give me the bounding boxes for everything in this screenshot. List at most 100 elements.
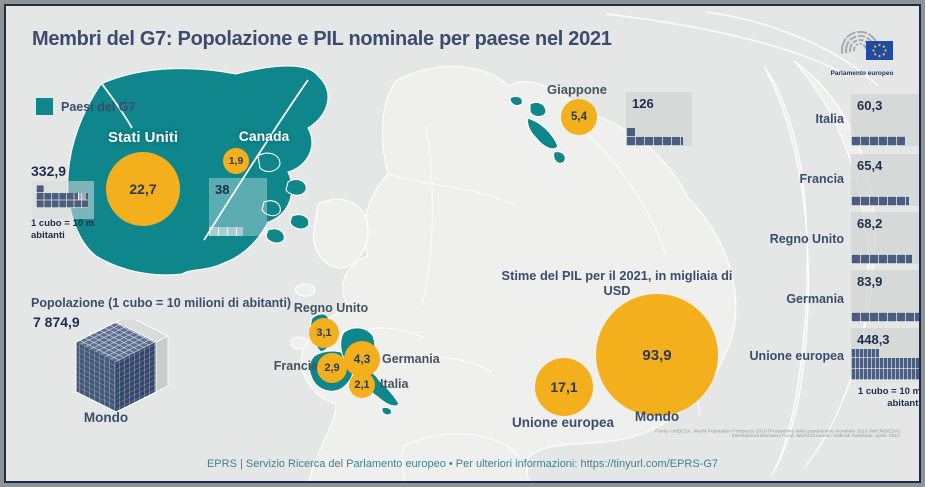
pop-panel-francia: 65,4 xyxy=(851,154,919,206)
pop-panel-regno-unito: 68,2 xyxy=(851,212,919,264)
gdp-bubble-regno-unito: 3,1 xyxy=(309,318,339,348)
pop-value-francia: 65,4 xyxy=(857,158,883,173)
japan-hokkaido xyxy=(529,101,547,118)
cube-note-line1: 1 cubo = 10 m xyxy=(31,218,95,229)
japan-kuril xyxy=(509,95,523,107)
label-francia: Francia xyxy=(273,359,319,373)
gdp-value-regno-unito: 3,1 xyxy=(316,327,332,339)
pop-value-regno-unito: 68,2 xyxy=(857,216,883,231)
population-heading: Popolazione (1 cubo = 10 milioni di abit… xyxy=(31,296,292,310)
gdp-value-stati-uniti: 22,7 xyxy=(129,181,157,197)
cube-note-line2: abitanti xyxy=(887,397,921,409)
eu-flag-stars xyxy=(872,43,887,58)
cube-row xyxy=(209,227,243,236)
world-population-cube xyxy=(75,320,169,413)
iceland xyxy=(294,283,316,297)
cube-unit xyxy=(36,185,44,193)
arctic-island-5 xyxy=(265,228,285,244)
cube-row xyxy=(851,196,909,206)
sicily xyxy=(381,406,392,416)
pop-value-germania: 83,9 xyxy=(857,274,883,289)
pop-value-giappone: 126 xyxy=(632,96,654,111)
gdp-bubble-unione-europea: 17,1 xyxy=(535,358,593,416)
gdp-value-germania: 4,3 xyxy=(353,352,371,366)
cube-note-right: 1 cubo = 10 m abitanti xyxy=(811,386,921,410)
label-canada: Canada xyxy=(238,128,290,144)
ireland xyxy=(290,336,308,350)
cube-stack xyxy=(626,128,635,146)
greenland xyxy=(313,198,369,269)
label-italia: Italia xyxy=(380,377,409,391)
gdp-value-unione-europea: 17,1 xyxy=(550,379,578,395)
cube-partial xyxy=(78,192,86,200)
side-label-italia: Italia xyxy=(815,112,845,126)
wrap-sliver xyxy=(763,65,809,477)
cube-block xyxy=(851,358,919,380)
us-canada-border xyxy=(101,79,309,241)
pop-value-unione-europea: 448,3 xyxy=(857,332,890,347)
pop-panel-giappone: 126 xyxy=(626,92,692,146)
arctic-island-2 xyxy=(285,179,307,196)
cube-note-line1: 1 cubo = 10 m xyxy=(857,386,921,397)
pop-value-italia: 60,3 xyxy=(857,98,883,113)
pop-panel-italia: 60,3 xyxy=(851,94,919,146)
gdp-value-italia: 2,1 xyxy=(354,379,370,391)
gdp-bubble-mondo: 93,9 xyxy=(596,294,718,416)
gdp-bubble-francia: 2,9 xyxy=(317,353,347,383)
cube-row xyxy=(851,312,919,322)
gdp-value-giappone: 5,4 xyxy=(571,111,587,123)
arctic-island-3 xyxy=(261,200,281,217)
cube-note-line2: abitanti xyxy=(31,229,65,241)
projection-lines xyxy=(605,11,879,87)
footer-credit: EPRS | Servizio Ricerca del Parlamento e… xyxy=(206,458,719,470)
gdp-value-francia: 2,9 xyxy=(324,362,340,374)
legend-swatch xyxy=(36,98,53,115)
cube-row xyxy=(635,137,683,146)
eu-parliament-hemicycle-icon xyxy=(840,30,893,60)
pop-cubes-stati-uniti xyxy=(32,181,94,219)
pop-panel-unione-europea: 448,3 xyxy=(851,328,919,380)
g7-legend: Paesi del G7 xyxy=(36,98,135,115)
gdp-bubble-canada: 1,9 xyxy=(223,148,249,174)
eu-flag xyxy=(866,41,893,60)
gdp-bubble-italia: 2,1 xyxy=(349,372,375,398)
logo-caption: Parlamento europeo xyxy=(830,70,894,77)
pop-value-canada: 38 xyxy=(215,182,230,197)
label-regno-unito: Regno Unito xyxy=(293,301,369,315)
side-label-francia: Francia xyxy=(799,172,844,186)
cube-partial-row xyxy=(851,349,879,358)
side-label-regno-unito: Regno Unito xyxy=(769,232,844,246)
arctic-island-1 xyxy=(257,152,281,173)
legend-label: Paesi del G7 xyxy=(61,99,136,114)
cube-row xyxy=(851,254,912,264)
cube-row xyxy=(851,136,905,146)
africa xyxy=(401,433,529,481)
infographic-canvas: Membri del G7: Popolazione e PIL nominal… xyxy=(4,4,921,483)
pop-value-stati-uniti: 332,9 xyxy=(31,163,67,179)
source-note: Fonte: UNDESA, World Population Prospect… xyxy=(655,429,901,439)
eu-parliament-logo: Parlamento europeo xyxy=(819,20,905,77)
main-cube xyxy=(75,321,157,413)
label-stati-uniti: Stati Uniti xyxy=(108,129,178,146)
pop-value-mondo: 7 874,9 xyxy=(33,314,80,330)
gdp-bubble-giappone: 5,4 xyxy=(561,99,597,135)
side-label-unione-europea: Unione europea xyxy=(749,349,844,363)
gdp-bubble-stati-uniti: 22,7 xyxy=(106,152,180,226)
gdp-label-unione-europea: Unione europea xyxy=(511,415,614,430)
page-title: Membri del G7: Popolazione e PIL nominal… xyxy=(32,28,612,50)
label-germania: Germania xyxy=(382,352,440,366)
pop-panel-germania: 83,9 xyxy=(851,270,919,322)
gdp-label-mondo: Mondo xyxy=(634,409,680,424)
side-label-germania: Germania xyxy=(786,292,844,306)
label-giappone: Giappone xyxy=(547,82,607,97)
pop-panel-canada: 38 xyxy=(209,178,267,236)
pop-label-mondo: Mondo xyxy=(83,410,129,425)
cube-block xyxy=(36,192,88,208)
cube-note-left: 1 cubo = 10 m abitanti xyxy=(31,218,94,242)
gdp-value-mondo: 93,9 xyxy=(642,346,672,364)
gdp-bubble-germania: 4,3 xyxy=(344,341,380,377)
japan-kyushu xyxy=(553,151,566,164)
gdp-value-canada: 1,9 xyxy=(228,155,244,167)
arctic-island-4 xyxy=(289,214,310,230)
